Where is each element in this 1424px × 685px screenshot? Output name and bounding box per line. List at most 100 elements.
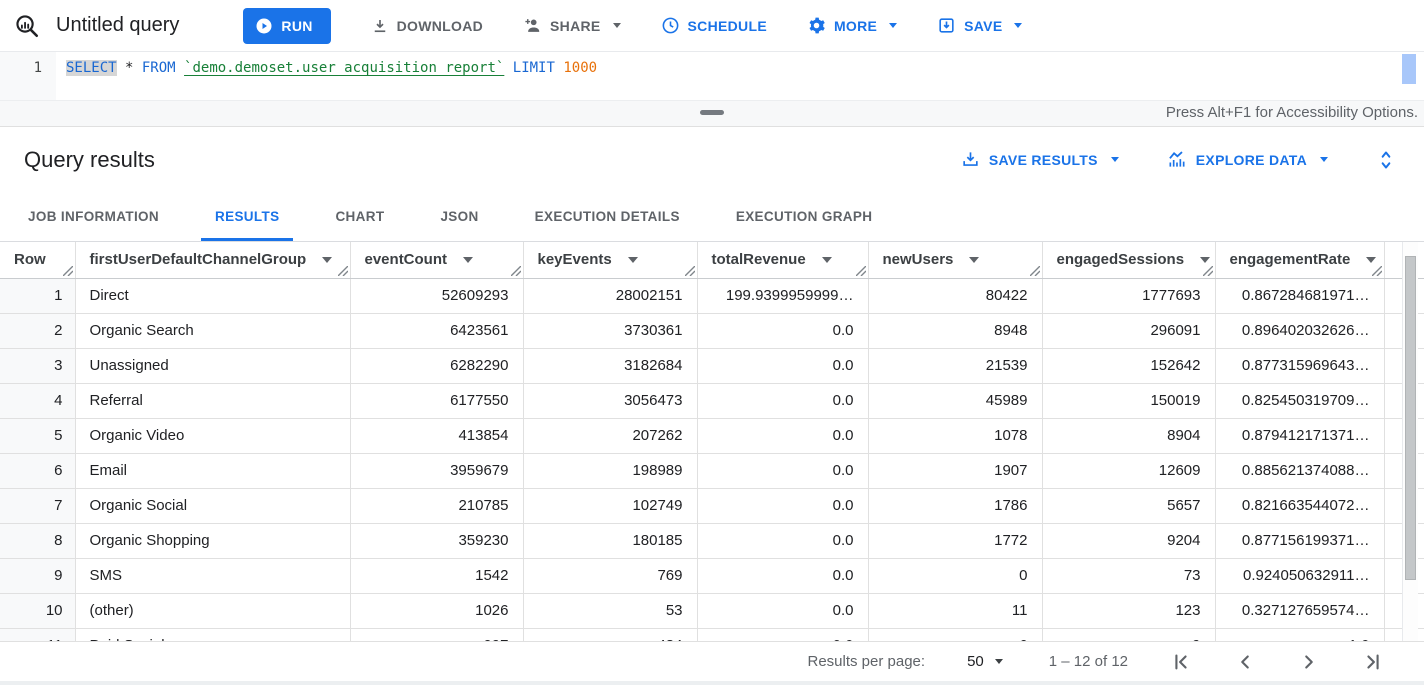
column-menu-caret[interactable]	[322, 257, 333, 264]
clock-icon	[662, 17, 678, 34]
column-menu-caret[interactable]	[463, 257, 473, 264]
cell-firstUserDefaultChannelGroup: (other)	[75, 593, 351, 629]
column-resize-grip[interactable]	[684, 265, 695, 276]
table-row: 7 Organic Social 210785 102749 0.0 1786 5657 0.…	[0, 488, 1424, 524]
more-button[interactable]: MORE	[807, 8, 898, 44]
column-resize-grip[interactable]	[337, 265, 348, 276]
share-button[interactable]: SHARE	[523, 8, 621, 44]
save-results-button[interactable]: SAVE RESULTS	[961, 150, 1119, 169]
cell-firstUserDefaultChannelGroup: SMS	[75, 558, 351, 594]
column-header-keyEvents[interactable]: keyEvents	[523, 242, 698, 279]
previous-page-button[interactable]	[1234, 651, 1256, 673]
cell-keyEvents: 3182684	[523, 348, 698, 384]
line-number-gutter: 1	[0, 52, 56, 100]
table-header-row: Row firstUserDefaultChannelGroup eventCoun…	[0, 242, 1424, 279]
table-body: 1 Direct 52609293 28002151 199.9399959999… 80…	[0, 278, 1424, 641]
sql-token-keyword: FROM	[141, 60, 176, 76]
column-header-engagementRate[interactable]: engagementRate	[1215, 242, 1385, 279]
table-scrollbar-thumb[interactable]	[1405, 256, 1416, 580]
schedule-button[interactable]: SCHEDULE	[661, 8, 767, 44]
results-actions: SAVE RESULTS EXPLORE DATA	[961, 149, 1396, 171]
table-row: 8 Organic Shopping 359230 180185 0.0 1772 9204…	[0, 523, 1424, 559]
bottom-strip	[0, 681, 1424, 685]
column-resize-grip[interactable]	[1202, 265, 1213, 276]
column-menu-caret[interactable]	[969, 257, 980, 264]
cell-engagementRate: 0.821663544072…	[1215, 488, 1385, 524]
sql-code-line[interactable]: SELECT * FROM `demo.demoset.user_acquisi…	[56, 52, 1424, 100]
splitter-drag-handle[interactable]	[700, 110, 724, 115]
expand-results-button[interactable]	[1376, 149, 1396, 171]
chevron-left-icon	[1241, 654, 1249, 669]
cell-newUsers: 45989	[868, 383, 1043, 419]
editor-scrollbar[interactable]	[1402, 54, 1416, 84]
sql-token-plain	[504, 60, 512, 76]
cell-engagedSessions: 152642	[1042, 348, 1216, 384]
column-resize-grip[interactable]	[1029, 265, 1040, 276]
table-row: 2 Organic Search 6423561 3730361 0.0 8948 2960…	[0, 313, 1424, 349]
column-menu-caret[interactable]	[627, 257, 638, 264]
column-resize-grip[interactable]	[1371, 265, 1382, 276]
table-row: 4 Referral 6177550 3056473 0.0 45989 150019 0.8…	[0, 383, 1424, 419]
cell-eventCount: 6177550	[350, 383, 524, 419]
sql-token-keyword: LIMIT	[512, 60, 555, 76]
play-icon	[256, 18, 272, 33]
cell-newUsers: 1772	[868, 523, 1043, 559]
cell-totalRevenue: 0.0	[697, 383, 869, 419]
results-table: Row firstUserDefaultChannelGroup eventCoun…	[0, 242, 1424, 641]
row-number-cell: 8	[0, 523, 76, 559]
column-header-engagedSessions[interactable]: engagedSessions	[1042, 242, 1216, 279]
cell-firstUserDefaultChannelGroup: Unassigned	[75, 348, 351, 384]
next-page-button[interactable]	[1298, 651, 1320, 673]
cell-eventCount: 1542	[350, 558, 524, 594]
cell-newUsers: 11	[868, 593, 1043, 629]
cell-keyEvents: 769	[523, 558, 698, 594]
last-page-button[interactable]	[1362, 651, 1384, 673]
tab-json[interactable]: JSON	[412, 192, 506, 241]
cell-eventCount: 6423561	[350, 313, 524, 349]
cell-engagementRate: 0.867284681971…	[1215, 278, 1385, 314]
first-page-button[interactable]	[1170, 651, 1192, 673]
cell-newUsers: 1907	[868, 453, 1043, 489]
tab-execution-details[interactable]: EXECUTION DETAILS	[507, 192, 708, 241]
row-number-cell: 5	[0, 418, 76, 454]
cell-engagedSessions: 296091	[1042, 313, 1216, 349]
cell-totalRevenue: 0.0	[697, 488, 869, 524]
pagination-range: 1 – 12 of 12	[1048, 653, 1128, 670]
cell-keyEvents: 3730361	[523, 313, 698, 349]
tab-execution-graph[interactable]: EXECUTION GRAPH	[708, 192, 901, 241]
column-header-newUsers[interactable]: newUsers	[868, 242, 1043, 279]
download-button[interactable]: DOWNLOAD	[371, 8, 483, 44]
bigquery-query-icon	[16, 14, 39, 37]
column-resize-grip[interactable]	[855, 265, 866, 276]
column-header-eventCount[interactable]: eventCount	[350, 242, 524, 279]
cell-eventCount: 210785	[350, 488, 524, 524]
tab-job-information[interactable]: JOB INFORMATION	[0, 192, 187, 241]
cell-engagedSessions: 150019	[1042, 383, 1216, 419]
cell-firstUserDefaultChannelGroup: Direct	[75, 278, 351, 314]
column-header-totalRevenue[interactable]: totalRevenue	[697, 242, 869, 279]
column-header-firstUserDefaultChannelGroup[interactable]: firstUserDefaultChannelGroup	[75, 242, 351, 279]
row-number-cell: 11	[0, 628, 76, 641]
column-menu-caret[interactable]	[1366, 257, 1377, 264]
cell-engagedSessions: 123	[1042, 593, 1216, 629]
explore-data-button[interactable]: EXPLORE DATA	[1167, 150, 1328, 170]
cell-eventCount: 1026	[350, 593, 524, 629]
cell-keyEvents: 180185	[523, 523, 698, 559]
table-scrollbar-track[interactable]	[1402, 242, 1418, 641]
column-menu-caret[interactable]	[821, 257, 832, 264]
cell-engagementRate: 0.924050632911…	[1215, 558, 1385, 594]
query-title[interactable]: Untitled query	[56, 14, 180, 36]
row-number-cell: 3	[0, 348, 76, 384]
tab-chart[interactable]: CHART	[307, 192, 412, 241]
column-menu-caret[interactable]	[1200, 257, 1211, 264]
pagination-bar: Results per page: 50 1 – 12 of 12	[0, 641, 1424, 681]
column-resize-grip[interactable]	[62, 265, 73, 276]
cell-totalRevenue: 0.0	[697, 628, 869, 641]
column-resize-grip[interactable]	[510, 265, 521, 276]
tab-results[interactable]: RESULTS	[187, 192, 307, 241]
save-icon	[939, 18, 954, 33]
page-size-select[interactable]: 50	[967, 653, 1003, 670]
query-editor-toolbar: Untitled query RUN DOWNLOAD SHARE SCHEDU…	[0, 0, 1424, 52]
run-button[interactable]: RUN	[243, 7, 331, 44]
save-button[interactable]: SAVE	[937, 8, 1023, 44]
